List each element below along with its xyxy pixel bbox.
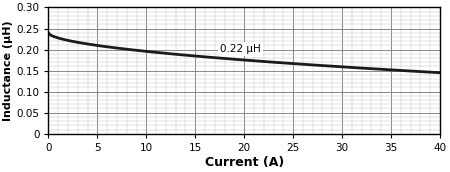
Y-axis label: Inductance (μH): Inductance (μH) xyxy=(4,20,13,121)
X-axis label: Current (A): Current (A) xyxy=(205,155,284,169)
Text: 0.22 μH: 0.22 μH xyxy=(220,44,261,54)
